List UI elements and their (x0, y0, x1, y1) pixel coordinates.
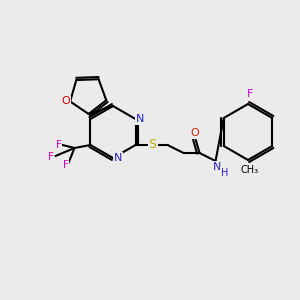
Text: N: N (213, 162, 222, 172)
Text: F: F (247, 89, 253, 99)
Text: S: S (148, 139, 157, 152)
Text: CH₃: CH₃ (241, 165, 259, 175)
Text: F: F (47, 152, 53, 162)
Text: O: O (62, 97, 70, 106)
Text: H: H (221, 168, 228, 178)
Text: F: F (62, 160, 68, 170)
Text: F: F (56, 140, 62, 150)
Text: N: N (136, 114, 145, 124)
Text: N: N (114, 153, 122, 163)
Text: O: O (190, 128, 199, 138)
